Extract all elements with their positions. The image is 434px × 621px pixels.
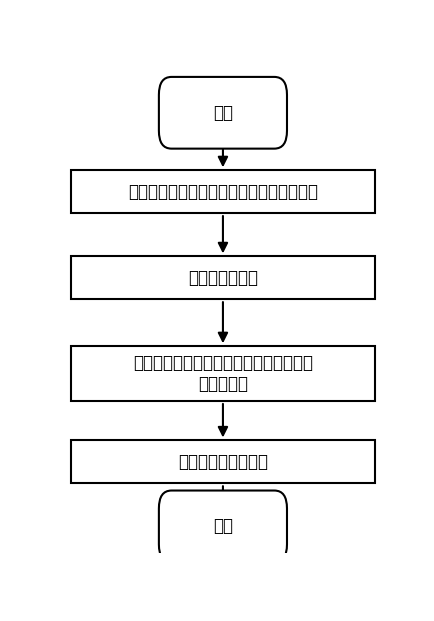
Bar [71,440,374,483]
Text: 数据归一化处理: 数据归一化处理 [187,269,257,287]
Bar [71,170,374,213]
Text: 结束: 结束 [213,517,232,535]
Text: 绘出性能退化雷达图: 绘出性能退化雷达图 [178,453,267,471]
Bar [71,346,374,401]
FancyBboxPatch shape [158,77,286,148]
Text: 开始: 开始 [213,104,232,122]
Bar [71,256,374,299]
FancyBboxPatch shape [158,491,286,562]
Text: 选择合适的非线性函数，实现微弱故障特
征显性显示: 选择合适的非线性函数，实现微弱故障特 征显性显示 [133,354,312,392]
Text: 对信号进行数据预处理，实现型号的平滑性: 对信号进行数据预处理，实现型号的平滑性 [128,183,317,201]
